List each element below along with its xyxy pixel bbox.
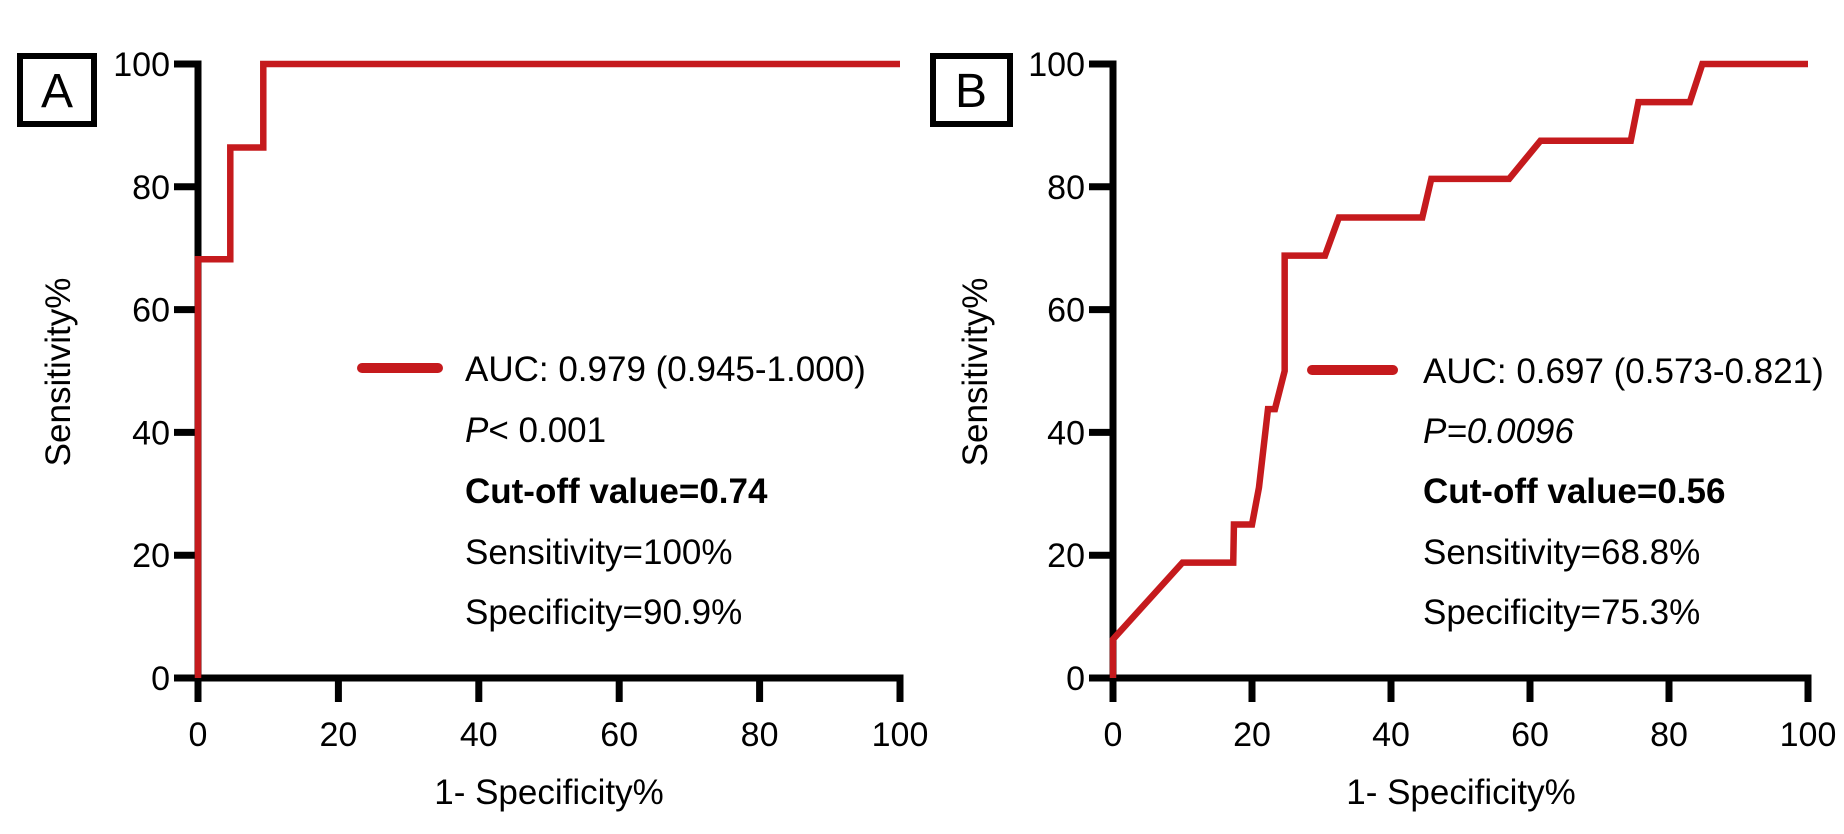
y-tick-label: 80 — [132, 169, 170, 207]
sensitivity-annotation-b: Sensitivity=68.8% — [1423, 533, 1700, 572]
y-tick-label: 20 — [1047, 537, 1085, 575]
x-tick-label: 40 — [1372, 716, 1410, 754]
panel-a: A 0 20 40 60 80 100 0 20 40 60 80 100 AUC: 0.979 (0… — [17, 46, 928, 812]
axis-ticks-b: 0 20 40 60 80 100 0 20 40 60 80 100 — [1028, 46, 1836, 754]
y-axis-title-a: Sensitivity% — [39, 278, 78, 467]
cutoff-annotation-b: Cut-off value=0.56 — [1423, 472, 1725, 511]
y-axis-title-b: Sensitivity% — [956, 278, 995, 467]
y-tick-label: 60 — [1047, 292, 1085, 330]
p-value-annotation-b: P=0.0096 — [1423, 412, 1574, 451]
y-tick-label: 100 — [113, 46, 170, 84]
y-tick-label: 0 — [1066, 660, 1085, 698]
x-axis-title-b: 1- Specificity% — [1346, 773, 1576, 812]
specificity-annotation-a: Specificity=90.9% — [465, 593, 742, 632]
y-tick-label: 80 — [1047, 169, 1085, 207]
x-tick-label: 0 — [189, 716, 208, 754]
x-tick-label: 100 — [872, 716, 929, 754]
specificity-annotation-b: Specificity=75.3% — [1423, 593, 1700, 632]
y-tick-label: 100 — [1028, 46, 1085, 84]
panel-a-letter: A — [41, 65, 73, 118]
y-tick-label: 40 — [132, 414, 170, 452]
x-axis-title-a: 1- Specificity% — [434, 773, 664, 812]
x-tick-label: 20 — [1233, 716, 1271, 754]
x-tick-label: 80 — [741, 716, 779, 754]
x-tick-label: 40 — [460, 716, 498, 754]
cutoff-annotation-a: Cut-off value=0.74 — [465, 472, 768, 511]
panel-b-letter: B — [955, 65, 987, 118]
x-tick-label: 20 — [319, 716, 357, 754]
x-tick-label: 0 — [1104, 716, 1123, 754]
sensitivity-annotation-a: Sensitivity=100% — [465, 533, 733, 572]
y-tick-label: 40 — [1047, 414, 1085, 452]
p-value-annotation-a: P< 0.001 — [465, 411, 606, 450]
auc-annotation-a: AUC: 0.979 (0.945-1.000) — [465, 350, 866, 389]
auc-annotation-b: AUC: 0.697 (0.573-0.821) — [1423, 352, 1824, 391]
panel-b-label-box — [930, 53, 1013, 127]
roc-curve-a — [194, 60, 900, 678]
y-tick-label: 0 — [151, 660, 170, 698]
x-tick-label: 80 — [1650, 716, 1688, 754]
x-tick-label: 60 — [1511, 716, 1549, 754]
roc-curve-b — [1109, 60, 1808, 678]
panel-a-label-box — [17, 53, 97, 127]
panel-b: B 0 20 40 60 80 100 0 20 40 60 80 100 AUC: 0.697 (0… — [930, 46, 1836, 812]
y-tick-label: 60 — [132, 292, 170, 330]
axis-ticks-a: 0 20 40 60 80 100 0 20 40 60 80 100 — [113, 46, 928, 754]
y-tick-label: 20 — [132, 537, 170, 575]
x-tick-label: 60 — [600, 716, 638, 754]
x-tick-label: 100 — [1780, 716, 1837, 754]
